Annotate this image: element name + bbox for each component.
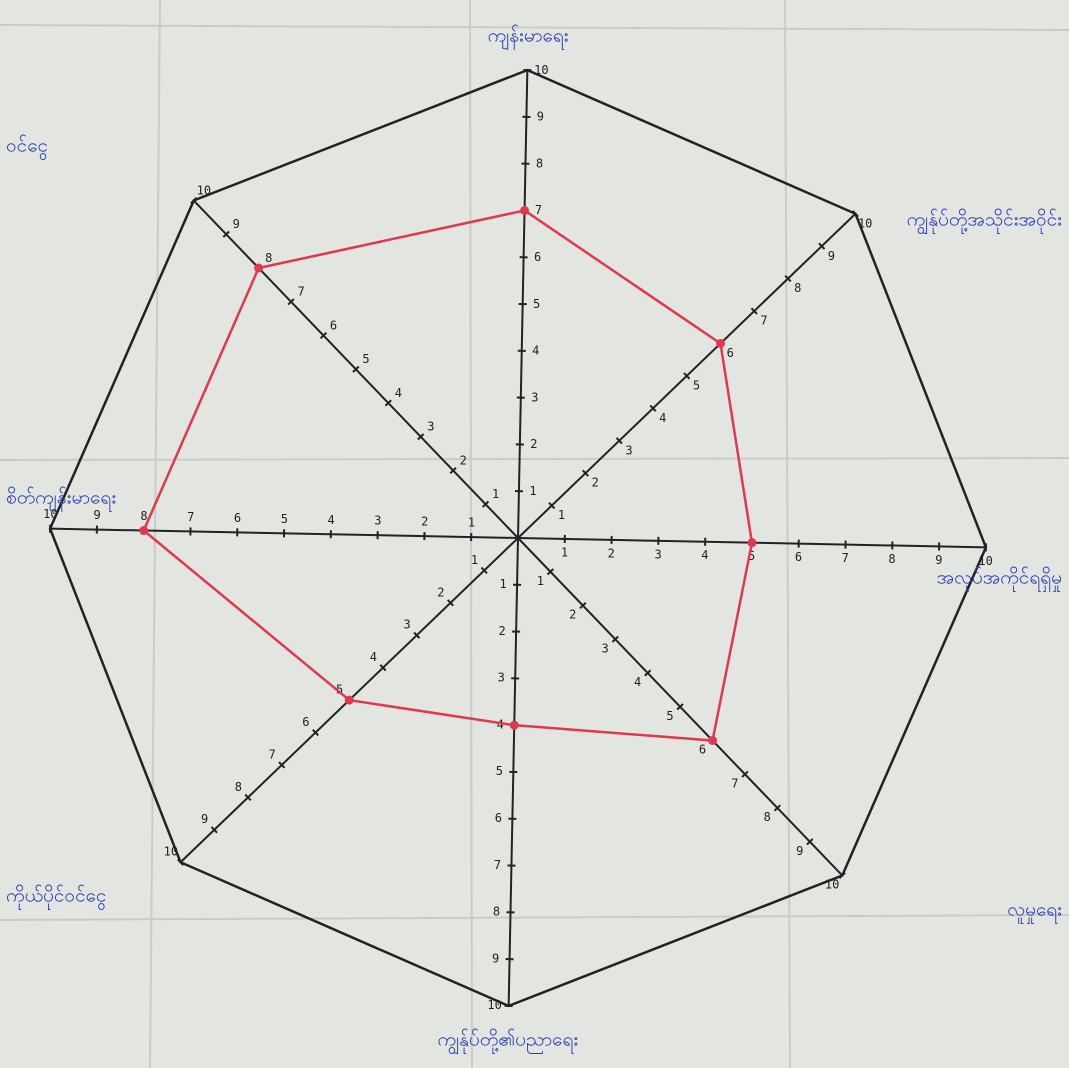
data-point [139, 526, 148, 535]
category-label: ဝင်ငွေ [6, 134, 48, 161]
category-label: စိတ်ကျန်းမာရေး [6, 485, 116, 512]
tick-label: 3 [427, 420, 434, 434]
tick-label: 9 [233, 217, 240, 231]
chart: 12345678910ကျန်းမာရေး12345678910ကျွန်ုပ်… [0, 0, 1069, 1068]
tick-label: 4 [634, 675, 641, 689]
tick-label: 3 [374, 514, 381, 528]
tick-label: 6 [495, 811, 502, 825]
tick-label: 7 [494, 858, 501, 872]
tick-label: 1 [468, 516, 475, 530]
tick-label: 4 [532, 344, 539, 358]
tick-label: 8 [536, 156, 543, 170]
tick-label: 3 [625, 443, 632, 457]
tick-label: 4 [395, 386, 402, 400]
tick-label: 6 [795, 550, 802, 564]
tick-label: 9 [94, 508, 101, 522]
tick-label: 9 [935, 553, 942, 567]
category-label: ကျန်းမာရေး [488, 24, 569, 51]
tick-label: 3 [602, 641, 609, 655]
category-label: အလုပ်အကိုင်ရရှိမှု [937, 566, 1062, 593]
tick-label: 7 [298, 285, 305, 299]
tick-label: 1 [471, 553, 478, 567]
tick-label: 2 [499, 624, 506, 638]
tick-label: 1 [492, 487, 499, 501]
tick-label: 1 [558, 508, 565, 522]
tick-label: 2 [530, 437, 537, 451]
tick-label: 5 [281, 512, 288, 526]
data-point [716, 339, 725, 348]
tick-label: 10 [43, 507, 57, 521]
data-point [510, 721, 519, 730]
tick-label: 8 [764, 810, 771, 824]
tick-label: 6 [234, 511, 241, 525]
tick-label: 1 [499, 577, 506, 591]
data-point [708, 736, 717, 745]
tick-label: 10 [164, 845, 178, 859]
tick-label: 2 [592, 476, 599, 490]
tick-label: 6 [330, 318, 337, 332]
tick-label: 1 [529, 484, 536, 498]
tick-label: 8 [888, 552, 895, 566]
tick-label: 7 [187, 510, 194, 524]
tick-label: 9 [492, 951, 499, 965]
paper [0, 0, 1069, 1068]
tick-label: 2 [437, 585, 444, 599]
category-label: ကိုယ်ပိုင်ဝင်ငွေ [6, 883, 106, 910]
tick-label: 2 [569, 608, 576, 622]
tick-label: 8 [265, 251, 272, 265]
tick-label: 5 [693, 378, 700, 392]
tick-label: 2 [421, 515, 428, 529]
tick-label: 7 [535, 203, 542, 217]
tick-label: 3 [498, 671, 505, 685]
tick-label: 6 [699, 743, 706, 757]
data-point [747, 538, 756, 547]
tick-label: 7 [268, 747, 275, 761]
tick-label: 6 [534, 250, 541, 264]
tick-label: 9 [201, 812, 208, 826]
tick-label: 8 [493, 905, 500, 919]
tick-label: 4 [370, 650, 377, 664]
tick-label: 7 [731, 776, 738, 790]
tick-label: 5 [533, 297, 540, 311]
tick-label: 10 [825, 878, 839, 892]
data-point [345, 696, 354, 705]
tick-label: 4 [659, 411, 666, 425]
tick-label: 2 [608, 546, 615, 560]
tick-label: 5 [362, 352, 369, 366]
tick-label: 3 [403, 618, 410, 632]
tick-label: 4 [328, 513, 335, 527]
tick-label: 6 [302, 715, 309, 729]
tick-label: 9 [796, 844, 803, 858]
tick-label: 10 [487, 998, 501, 1012]
tick-label: 7 [842, 551, 849, 565]
tick-label: 8 [794, 281, 801, 295]
data-point [520, 206, 529, 215]
tick-label: 8 [140, 509, 147, 523]
tick-label: 10 [858, 216, 872, 230]
tick-label: 7 [760, 314, 767, 328]
tick-label: 3 [654, 547, 661, 561]
tick-label: 10 [197, 183, 211, 197]
tick-label: 3 [531, 390, 538, 404]
tick-label: 2 [460, 453, 467, 467]
tick-label: 5 [496, 764, 503, 778]
tick-label: 10 [534, 63, 548, 77]
tick-label: 1 [537, 574, 544, 588]
tick-label: 6 [727, 346, 734, 360]
tick-label: 8 [235, 780, 242, 794]
tick-label: 5 [666, 709, 673, 723]
tick-label: 4 [701, 548, 708, 562]
tick-label: 1 [561, 545, 568, 559]
tick-label: 9 [537, 110, 544, 124]
data-point [254, 264, 263, 273]
tick-label: 9 [828, 249, 835, 263]
